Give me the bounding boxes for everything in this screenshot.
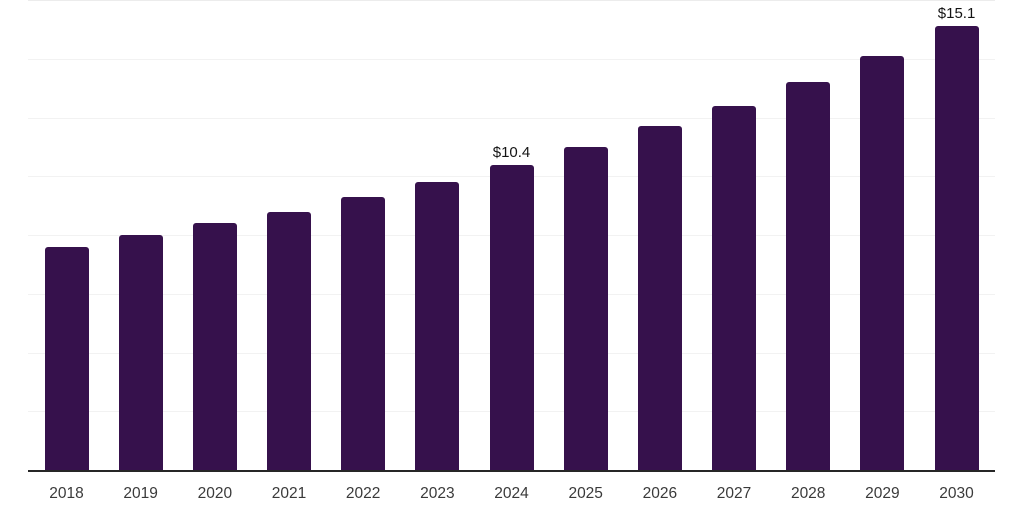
- x-axis-line: [28, 470, 995, 472]
- bar-value-label-2030: $15.1: [937, 5, 976, 23]
- x-axis-label-2024: 2024: [494, 485, 529, 502]
- bar-2030: [934, 26, 979, 470]
- x-axis-label-2023: 2023: [420, 485, 455, 502]
- gridline: [28, 58, 995, 60]
- gridline: [28, 117, 995, 119]
- bar-value-label-2024: $10.4: [492, 143, 531, 161]
- plot-area: $10.4 $15.1: [28, 0, 995, 470]
- bar-2025: [563, 146, 608, 470]
- bar-2028: [786, 82, 831, 470]
- x-axis-label-2020: 2020: [197, 485, 233, 502]
- bar-2020: [192, 223, 237, 470]
- x-axis-label-2030: 2030: [939, 485, 974, 502]
- bar-2018: [44, 246, 89, 470]
- x-axis-label-2025: 2025: [568, 485, 603, 502]
- bar-2022: [341, 196, 386, 470]
- bar-2029: [860, 55, 905, 470]
- bar-2023: [415, 182, 460, 470]
- x-axis-label-2019: 2019: [123, 485, 158, 502]
- x-axis-label-2026: 2026: [642, 485, 678, 502]
- bar-2021: [267, 211, 311, 470]
- gridline: [28, 0, 995, 1]
- x-axis-label-2021: 2021: [271, 485, 307, 502]
- x-axis-label-2027: 2027: [716, 485, 752, 502]
- x-axis-label-2028: 2028: [790, 485, 826, 502]
- bar-2019: [118, 235, 163, 470]
- bar-2024: [489, 164, 534, 470]
- bar-2026: [637, 126, 682, 470]
- x-axis-label-2018: 2018: [49, 485, 84, 502]
- x-axis-label-2022: 2022: [345, 485, 381, 502]
- x-axis-label-2029: 2029: [865, 485, 900, 502]
- bar-2027: [712, 105, 757, 470]
